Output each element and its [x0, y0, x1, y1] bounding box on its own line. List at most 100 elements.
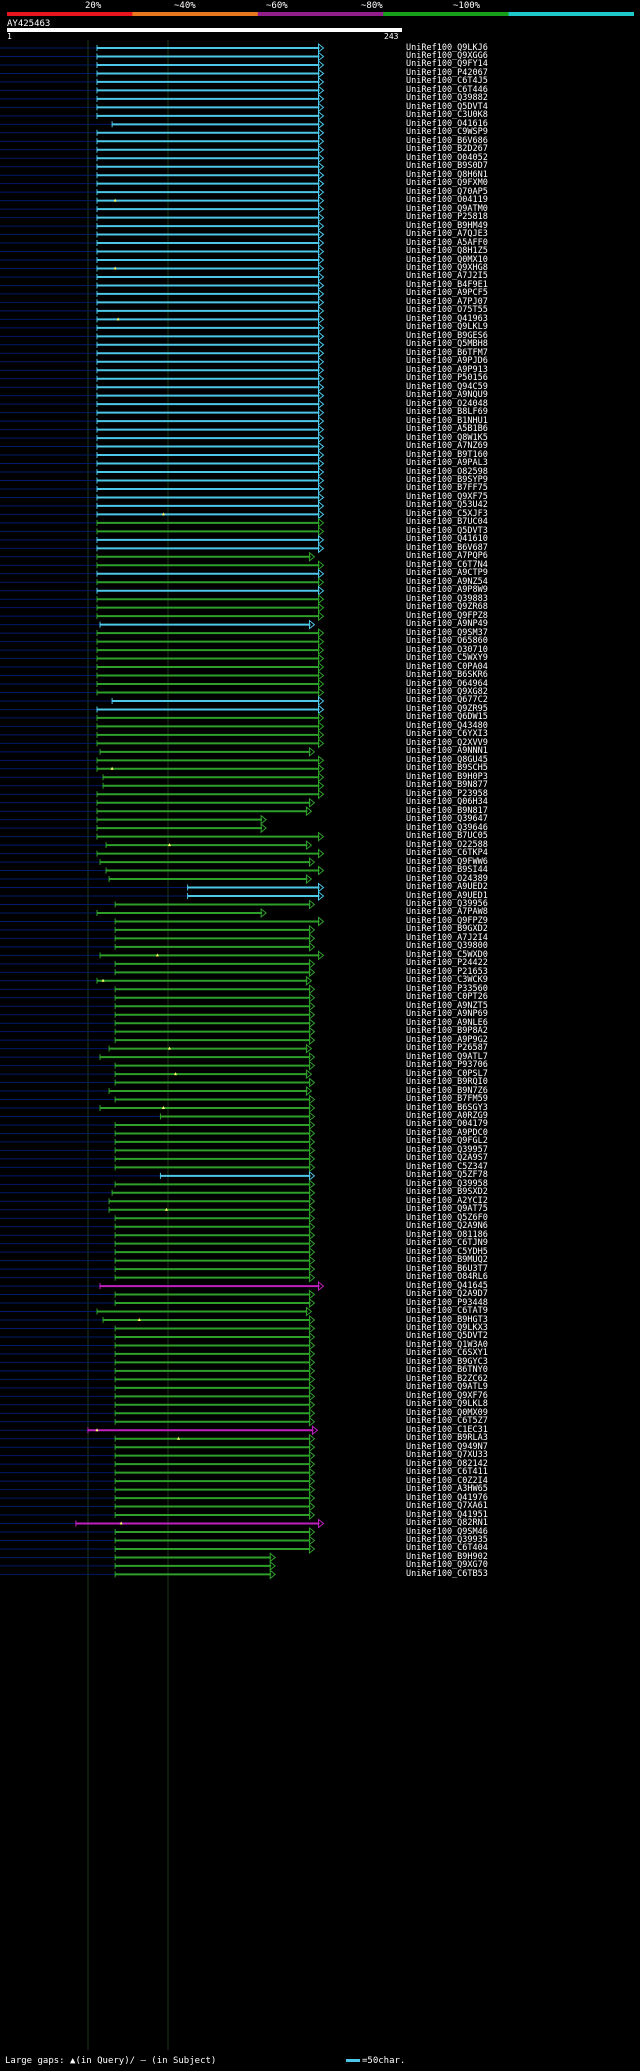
hit-label[interactable]: UniRef100_P93706 [406, 1060, 488, 1071]
hit-label[interactable]: UniRef100_Q9FWW6 [406, 856, 488, 867]
hit-label[interactable]: UniRef100_C6YXI3 [406, 729, 488, 740]
hit-label[interactable]: UniRef100_Q41645 [406, 1280, 488, 1291]
hit-label[interactable]: UniRef100_Q41963 [406, 313, 488, 324]
hit-label[interactable]: UniRef100_C5YDH5 [406, 1246, 488, 1257]
hit-label[interactable]: UniRef100_B9H902 [406, 1551, 488, 1562]
hit-label[interactable]: UniRef100_O82142 [406, 1458, 488, 1469]
hit-label[interactable]: UniRef100_B9N817 [406, 805, 488, 816]
hit-label[interactable]: UniRef100_A9PJD6 [406, 356, 488, 367]
hit-label[interactable]: UniRef100_A9NZT5 [406, 1000, 488, 1011]
hit-label[interactable]: UniRef100_Q8GU45 [406, 754, 488, 765]
hit-label[interactable]: UniRef100_C6T404 [406, 1543, 488, 1554]
hit-label[interactable]: UniRef100_B9GES6 [406, 330, 488, 341]
hit-label[interactable]: UniRef100_Q6DW15 [406, 712, 488, 723]
hit-label[interactable]: UniRef100_Q677C2 [406, 695, 488, 706]
hit-label[interactable]: UniRef100_C6TJN9 [406, 1238, 488, 1249]
hit-label[interactable]: UniRef100_Q82RN1 [406, 1518, 488, 1529]
hit-label[interactable]: UniRef100_B6TNY0 [406, 1365, 488, 1376]
hit-label[interactable]: UniRef100_O04119 [406, 195, 488, 206]
hit-label[interactable]: UniRef100_C6T7N4 [406, 559, 488, 570]
hit-label[interactable]: UniRef100_B9HM49 [406, 220, 488, 231]
hit-label[interactable]: UniRef100_B9GXD2 [406, 924, 488, 935]
hit-label[interactable]: UniRef100_B7UC05 [406, 831, 488, 842]
hit-label[interactable]: UniRef100_O24048 [406, 398, 488, 409]
hit-label[interactable]: UniRef100_Q9XG70 [406, 1560, 488, 1571]
hit-label[interactable]: UniRef100_O24389 [406, 873, 488, 884]
hit-label[interactable]: UniRef100_Q9FXM0 [406, 178, 488, 189]
hit-label[interactable]: UniRef100_A7J2I4 [406, 932, 488, 943]
hit-label[interactable]: UniRef100_A2YCI2 [406, 1195, 488, 1206]
hit-label[interactable]: UniRef100_Q9FPZ8 [406, 610, 488, 621]
hit-label[interactable]: UniRef100_Q9XHG8 [406, 262, 488, 273]
hit-label[interactable]: UniRef100_C5WXY9 [406, 653, 488, 664]
hit-label[interactable]: UniRef100_Q1W3A0 [406, 1339, 488, 1350]
hit-label[interactable]: UniRef100_Q9XF76 [406, 1390, 488, 1401]
hit-label[interactable]: UniRef100_C3WCK9 [406, 975, 488, 986]
hit-label[interactable]: UniRef100_A7QJE3 [406, 229, 488, 240]
hit-label[interactable]: UniRef100_P24422 [406, 958, 488, 969]
hit-label[interactable]: UniRef100_Q9FGL2 [406, 1136, 488, 1147]
hit-label[interactable]: UniRef100_A5B1B6 [406, 424, 488, 435]
hit-label[interactable]: UniRef100_A5AFF0 [406, 237, 488, 248]
hit-label[interactable]: UniRef100_C0Z2I4 [406, 1475, 488, 1486]
hit-label[interactable]: UniRef100_A9NZ54 [406, 576, 488, 587]
hit-label[interactable]: UniRef100_A7NZ69 [406, 441, 488, 452]
hit-label[interactable]: UniRef100_O22588 [406, 839, 488, 850]
hit-label[interactable]: UniRef100_A9NP49 [406, 619, 488, 630]
hit-label[interactable]: UniRef100_O04052 [406, 152, 488, 163]
hit-label[interactable]: UniRef100_Q9ZR95 [406, 703, 488, 714]
hit-label[interactable]: UniRef100_Q2A9N6 [406, 1221, 488, 1232]
hit-label[interactable]: UniRef100_B7UC04 [406, 517, 488, 528]
hit-label[interactable]: UniRef100_P33560 [406, 983, 488, 994]
hit-label[interactable]: UniRef100_Q9FPZ9 [406, 915, 488, 926]
hit-label[interactable]: UniRef100_B6SGY3 [406, 1102, 488, 1113]
hit-label[interactable]: UniRef100_B4F9E1 [406, 279, 488, 290]
hit-label[interactable]: UniRef100_O82598 [406, 466, 488, 477]
hit-label[interactable]: UniRef100_Q7XU33 [406, 1450, 488, 1461]
hit-label[interactable]: UniRef100_O41616 [406, 118, 488, 129]
hit-label[interactable]: UniRef100_A7PJ07 [406, 296, 488, 307]
hit-label[interactable]: UniRef100_B7FF75 [406, 483, 488, 494]
hit-label[interactable]: UniRef100_B2D267 [406, 144, 488, 155]
hit-label[interactable]: UniRef100_C3U0K8 [406, 110, 488, 121]
hit-label[interactable]: UniRef100_B6U3T7 [406, 1263, 488, 1274]
hit-label[interactable]: UniRef100_A9NQU9 [406, 390, 488, 401]
hit-label[interactable]: UniRef100_A9UED1 [406, 890, 488, 901]
hit-label[interactable]: UniRef100_C5WXD0 [406, 949, 488, 960]
hit-label[interactable]: UniRef100_A9NP69 [406, 1009, 488, 1020]
hit-label[interactable]: UniRef100_Q949N7 [406, 1441, 488, 1452]
hit-label[interactable]: UniRef100_P93448 [406, 1297, 488, 1308]
hit-label[interactable]: UniRef100_Q5ZF78 [406, 1170, 488, 1181]
hit-label[interactable]: UniRef100_Q41976 [406, 1492, 488, 1503]
hit-label[interactable]: UniRef100_O65860 [406, 636, 488, 647]
hit-label[interactable]: UniRef100_Q39957 [406, 1144, 488, 1155]
hit-label[interactable]: UniRef100_Q9LKJ6 [406, 42, 488, 53]
hit-label[interactable]: UniRef100_Q9XGG6 [406, 50, 488, 61]
hit-label[interactable]: UniRef100_C9WSP9 [406, 127, 488, 138]
hit-label[interactable]: UniRef100_B9N7Z6 [406, 1085, 488, 1096]
hit-label[interactable]: UniRef100_A7PAW8 [406, 907, 488, 918]
hit-label[interactable]: UniRef100_Q8H6N1 [406, 169, 488, 180]
hit-label[interactable]: UniRef100_Q9ATL9 [406, 1382, 488, 1393]
hit-label[interactable]: UniRef100_Q9SM46 [406, 1526, 488, 1537]
hit-label[interactable]: UniRef100_B9H0P3 [406, 771, 488, 782]
hit-label[interactable]: UniRef100_Q5DVT3 [406, 525, 488, 536]
hit-label[interactable]: UniRef100_B9SI44 [406, 865, 488, 876]
hit-label[interactable]: UniRef100_C6TB53 [406, 1568, 488, 1579]
hit-label[interactable]: UniRef100_C0PT26 [406, 992, 488, 1003]
hit-label[interactable]: UniRef100_Q06H34 [406, 797, 488, 808]
hit-label[interactable]: UniRef100_C6T446 [406, 84, 488, 95]
hit-label[interactable]: UniRef100_O75T55 [406, 305, 488, 316]
hit-label[interactable]: UniRef100_C6TKP4 [406, 848, 488, 859]
hit-label[interactable]: UniRef100_Q2XVV9 [406, 737, 488, 748]
hit-label[interactable]: UniRef100_P50156 [406, 373, 488, 384]
hit-label[interactable]: UniRef100_A0RZG9 [406, 1110, 488, 1121]
hit-label[interactable]: UniRef100_B9N877 [406, 780, 488, 791]
hit-label[interactable]: UniRef100_Q39800 [406, 941, 488, 952]
hit-label[interactable]: UniRef100_C6T5Z7 [406, 1416, 488, 1427]
hit-label[interactable]: UniRef100_A9NNN1 [406, 746, 488, 757]
hit-label[interactable]: UniRef100_C0PA04 [406, 661, 488, 672]
hit-label[interactable]: UniRef100_O84RL6 [406, 1272, 488, 1283]
hit-label[interactable]: UniRef100_B6TFM7 [406, 347, 488, 358]
hit-label[interactable]: UniRef100_Q9XF75 [406, 491, 488, 502]
